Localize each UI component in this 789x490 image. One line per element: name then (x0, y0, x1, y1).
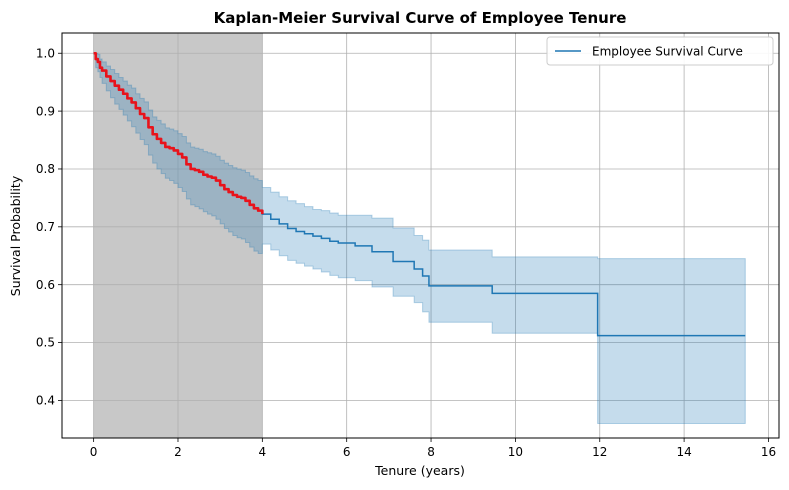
x-tick-label: 10 (508, 445, 523, 459)
y-tick-label: 0.5 (36, 336, 55, 350)
legend-box (546, 36, 774, 66)
confidence-band (93, 52, 746, 425)
y-tick-label: 0.4 (36, 394, 55, 408)
x-tick-label: 0 (90, 445, 98, 459)
plot-frame (61, 32, 780, 439)
y-tick-label: 1.0 (36, 46, 55, 60)
x-axis-ticks: 0 2 4 6 8 10 12 14 16 (90, 438, 776, 459)
y-axis-label: Survival Probability (8, 175, 23, 296)
x-tick-label: 4 (259, 445, 267, 459)
x-tick-label: 14 (676, 445, 691, 459)
x-tick-label: 8 (427, 445, 435, 459)
legend: Employee Survival Curve (546, 36, 774, 66)
x-axis-label: Tenure (years) (374, 463, 465, 478)
y-tick-label: 0.8 (36, 162, 55, 176)
x-tick-label: 12 (592, 445, 607, 459)
y-tick-label: 0.6 (36, 278, 55, 292)
chart-title: Kaplan-Meier Survival Curve of Employee … (214, 9, 627, 27)
x-tick-label: 6 (343, 445, 351, 459)
highlight-curve-line (93, 51, 264, 215)
x-tick-label: 16 (761, 445, 776, 459)
y-tick-label: 0.9 (36, 104, 55, 118)
legend-label: Employee Survival Curve (592, 45, 743, 59)
y-axis-ticks: 0.4 0.5 0.6 0.7 0.8 0.9 1.0 (36, 46, 62, 408)
x-tick-label: 2 (174, 445, 182, 459)
plot-area (61, 32, 780, 439)
y-tick-label: 0.7 (36, 220, 55, 234)
